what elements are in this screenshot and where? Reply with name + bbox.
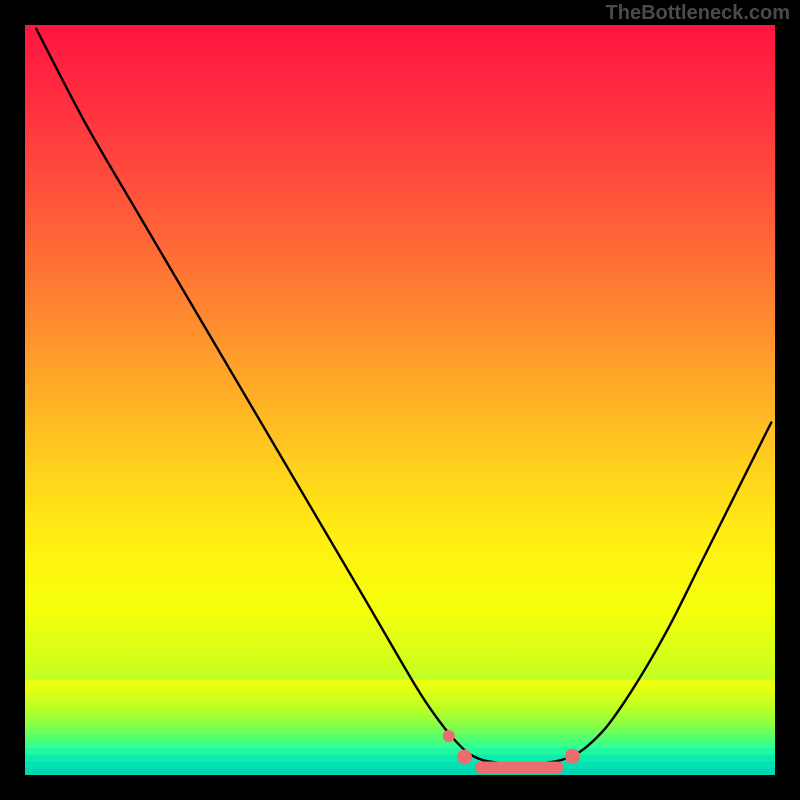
chart-plot-area [25,25,775,775]
watermark-text: TheBottleneck.com [606,2,790,25]
bottleneck-curve-chart [25,25,775,775]
